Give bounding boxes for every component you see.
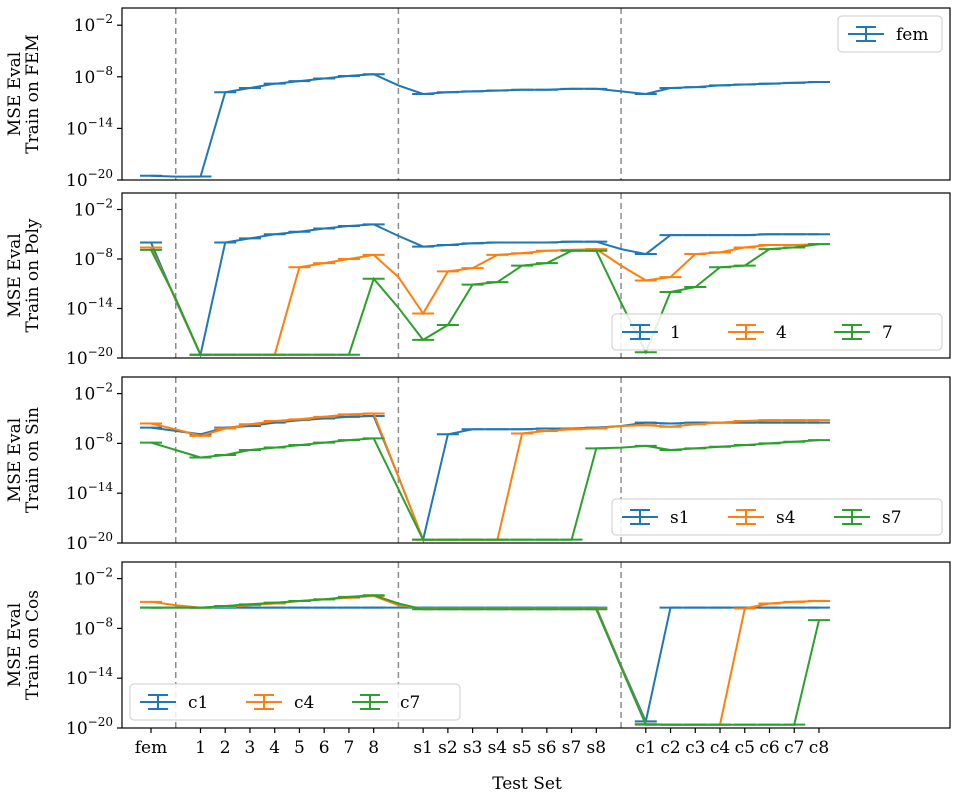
legend: s1 s4 s7 bbox=[611, 498, 943, 536]
x-tick-label: s5 bbox=[512, 738, 532, 758]
series-line-fem bbox=[150, 73, 820, 178]
y-axis-label: MSE EvalTrain on FEM bbox=[5, 34, 43, 154]
y-axis-label: MSE EvalTrain on Sin bbox=[5, 407, 43, 513]
x-axis-ticks: fem 1 2 3 4 5 6 7 8 s1 s2 s3 s4 s5 s6 s7 s8 c1 c2 c3 c4 c5 c6 c… bbox=[135, 728, 829, 758]
panel-frame bbox=[121, 192, 951, 359]
legend-label-1: 1 bbox=[670, 323, 681, 343]
y-tick-label: 10−20 bbox=[66, 715, 113, 739]
x-tick-label: 5 bbox=[294, 738, 305, 758]
series-group bbox=[140, 73, 830, 178]
x-tick-label: c6 bbox=[759, 738, 779, 758]
y-tick-label: 10−2 bbox=[74, 566, 113, 590]
legend: fem bbox=[837, 15, 943, 53]
y-tick-label: 10−2 bbox=[74, 381, 113, 405]
y-tick-label: 10−14 bbox=[66, 665, 113, 689]
series-line-1 bbox=[150, 223, 819, 358]
series-group bbox=[140, 594, 830, 726]
series-group bbox=[140, 412, 830, 543]
y-tick-label: 10−8 bbox=[74, 64, 113, 88]
x-tick-label: c8 bbox=[809, 738, 829, 758]
panel-2: 10−2 10−8 10−14 10−20 MSE EvalTrain on Poly 1… bbox=[5, 192, 951, 369]
x-tick-label: c5 bbox=[735, 738, 755, 758]
series-group bbox=[140, 223, 830, 358]
legend-label-fem: fem bbox=[896, 25, 928, 45]
panel-1: 10−2 10−8 10−14 10−20 MSE EvalTrain on FEM fe… bbox=[5, 7, 951, 191]
x-tick-label: s4 bbox=[488, 738, 508, 758]
legend-box bbox=[837, 15, 943, 53]
x-tick-label: c4 bbox=[710, 738, 730, 758]
x-tick-label: 1 bbox=[195, 738, 206, 758]
y-tick-label: 10−14 bbox=[66, 296, 113, 320]
legend: c1 c4 c7 bbox=[129, 683, 461, 721]
legend-label-c1: c1 bbox=[188, 693, 208, 713]
x-tick-label: s6 bbox=[537, 738, 557, 758]
legend-label-s1: s1 bbox=[670, 508, 690, 528]
legend-box bbox=[611, 313, 943, 351]
legend-label-s7: s7 bbox=[882, 508, 902, 528]
x-tick-label: c3 bbox=[685, 738, 705, 758]
x-tick-label: s3 bbox=[463, 738, 483, 758]
y-tick-label: 10−20 bbox=[66, 530, 113, 554]
series-line-7 bbox=[150, 243, 820, 356]
y-axis-label: MSE EvalTrain on Poly bbox=[5, 218, 43, 332]
x-tick-label: 3 bbox=[245, 738, 256, 758]
x-tick-label: c2 bbox=[660, 738, 680, 758]
legend-label-c7: c7 bbox=[400, 693, 420, 713]
x-tick-label: 8 bbox=[368, 738, 379, 758]
panel-3: 10−2 10−8 10−14 10−20 MSE EvalTrain on Sin s1… bbox=[5, 376, 951, 554]
x-tick-label: 7 bbox=[344, 738, 355, 758]
series-line-c7 bbox=[151, 594, 820, 726]
panel-frame bbox=[121, 376, 951, 544]
y-tick-label: 10−8 bbox=[74, 430, 113, 454]
y-tick-label: 10−14 bbox=[66, 480, 113, 504]
x-tick-label: s8 bbox=[587, 738, 607, 758]
x-tick-label: 4 bbox=[269, 738, 280, 758]
y-tick-label: 10−2 bbox=[74, 197, 113, 221]
x-tick-label: s7 bbox=[562, 738, 582, 758]
legend-label-4: 4 bbox=[776, 323, 787, 343]
y-tick-label: 10−8 bbox=[74, 615, 113, 639]
y-tick-label: 10−20 bbox=[66, 345, 113, 369]
x-tick-label: 6 bbox=[319, 738, 330, 758]
chart-panels: 10−2 10−8 10−14 10−20 MSE EvalTrain on FEM fe… bbox=[5, 7, 951, 739]
x-tick-label: s2 bbox=[438, 738, 458, 758]
x-tick-label: c1 bbox=[636, 738, 656, 758]
legend: 1 4 7 bbox=[611, 313, 943, 351]
panel-4: 10−2 10−8 10−14 10−20 MSE EvalTrain on Cos c1… bbox=[5, 561, 951, 739]
x-axis-label: Test Set bbox=[492, 774, 562, 794]
panel-frame bbox=[121, 561, 951, 729]
panel-frame bbox=[121, 7, 951, 181]
x-tick-label: fem bbox=[135, 738, 167, 758]
legend-label-s4: s4 bbox=[776, 508, 796, 528]
x-tick-label: c7 bbox=[784, 738, 804, 758]
legend-box bbox=[129, 683, 461, 721]
y-tick-label: 10−14 bbox=[66, 115, 113, 139]
y-tick-label: 10−2 bbox=[74, 12, 113, 36]
y-tick-label: 10−8 bbox=[74, 246, 113, 270]
series-line-s7 bbox=[150, 437, 820, 541]
y-tick-label: 10−20 bbox=[66, 167, 113, 191]
y-axis-label: MSE EvalTrain on Cos bbox=[5, 590, 43, 700]
legend-label-c4: c4 bbox=[294, 693, 314, 713]
x-tick-label: 2 bbox=[220, 738, 231, 758]
legend-label-7: 7 bbox=[882, 323, 893, 343]
legend-box bbox=[611, 498, 943, 536]
x-tick-label: s1 bbox=[413, 738, 433, 758]
